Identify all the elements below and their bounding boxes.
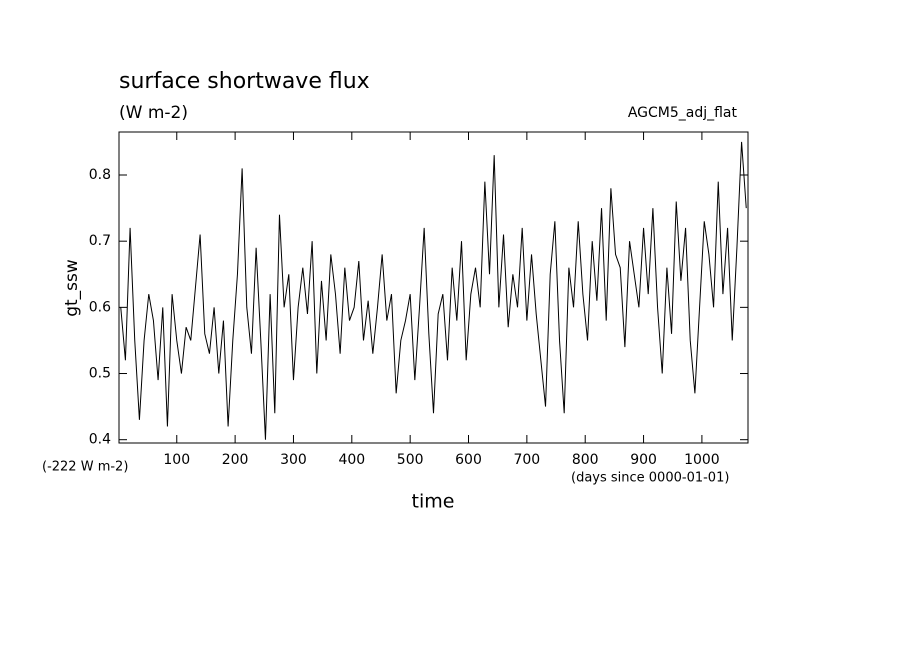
y-tick-label: 0.8: [89, 167, 111, 183]
x-tick-label: 1000: [684, 452, 720, 468]
x-tick-label: 200: [222, 452, 249, 468]
x-tick-label: 900: [630, 452, 657, 468]
x-tick-label: 800: [572, 452, 599, 468]
x-units: (days since 0000-01-01): [571, 471, 729, 486]
annotation: AGCM5_adj_flat: [628, 105, 738, 121]
data-line: [120, 141, 747, 440]
y-axis-label: gt_ssw: [62, 259, 82, 317]
y-tick-label: 0.6: [89, 299, 111, 315]
x-tick-label: 600: [455, 452, 482, 468]
x-axis-label: time: [412, 491, 455, 513]
x-tick-label: 400: [338, 452, 365, 468]
x-tick-label: 300: [280, 452, 307, 468]
chart-subtitle: (W m-2): [119, 103, 188, 123]
y-tick-label: 0.7: [89, 233, 111, 249]
x-tick-label: 700: [513, 452, 540, 468]
x-tick-label: 100: [163, 452, 190, 468]
offset-label: (-222 W m-2): [42, 460, 128, 475]
chart-title: surface shortwave flux: [119, 69, 370, 94]
y-tick-label: 0.4: [89, 432, 111, 448]
y-tick-label: 0.5: [89, 366, 111, 382]
x-tick-label: 500: [397, 452, 424, 468]
plot-frame: [118, 131, 749, 444]
